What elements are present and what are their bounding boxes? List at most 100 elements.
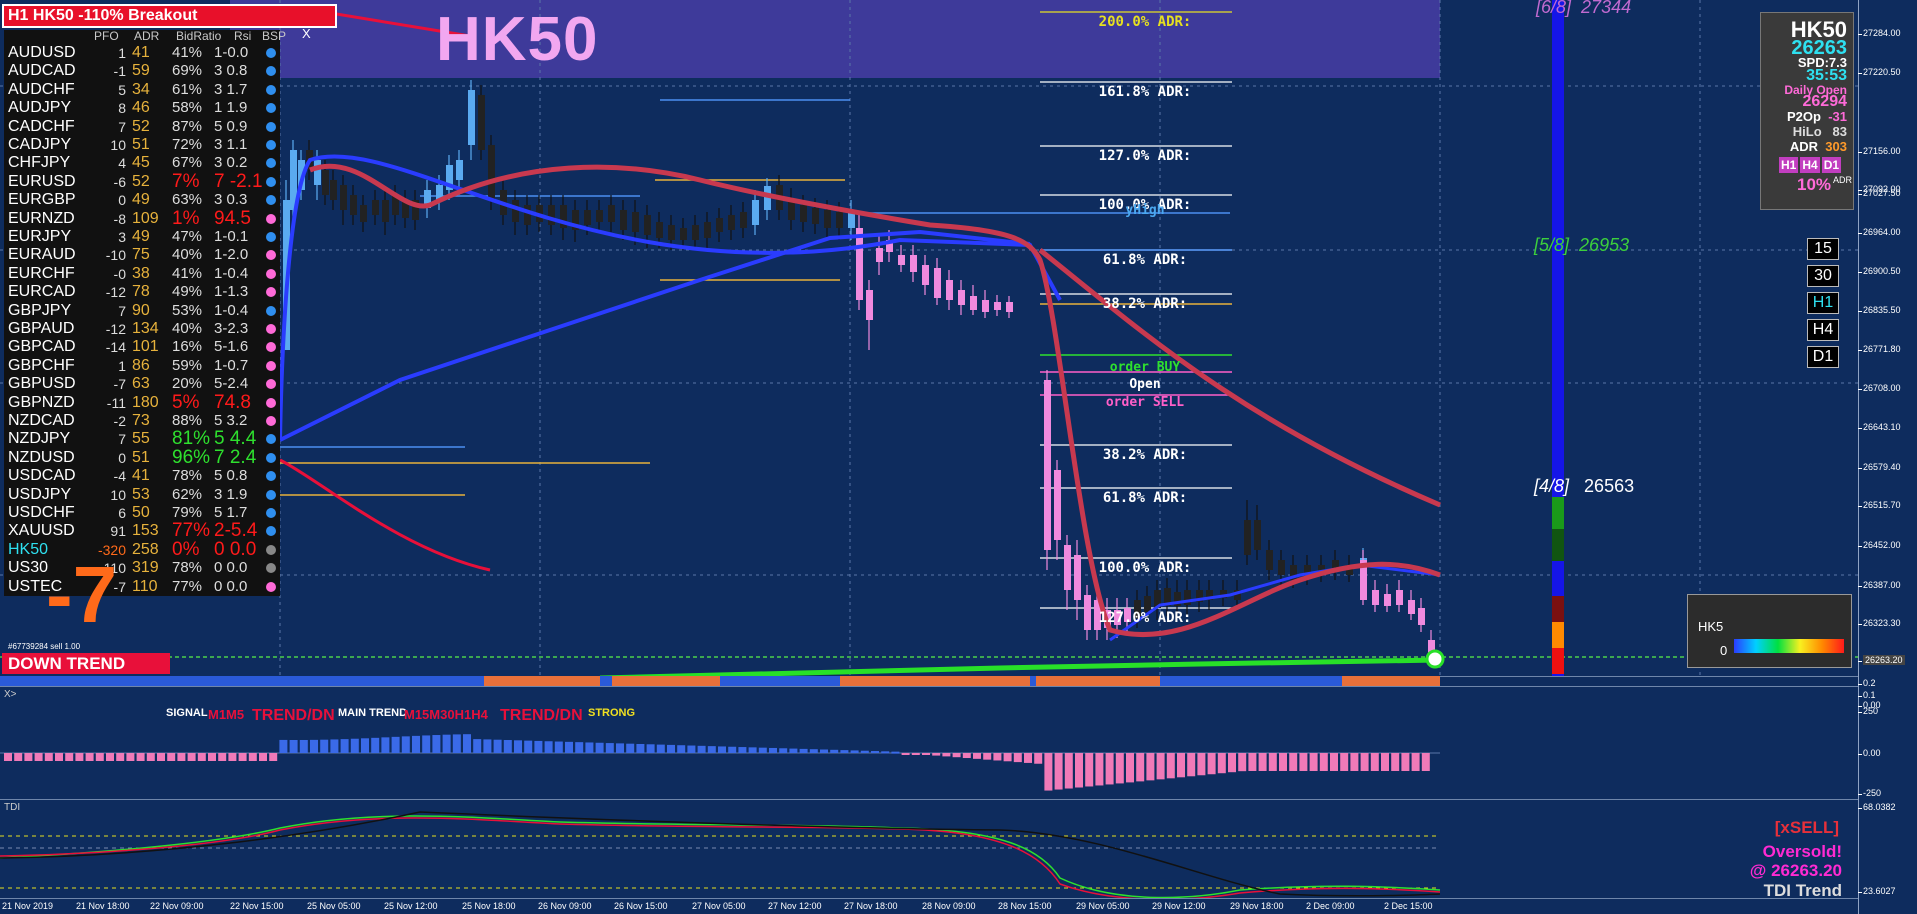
candle-body [752,200,759,225]
scanner-pct: 96% [172,446,211,468]
candle-body [608,205,615,222]
heat-box: HK5 0 [1687,594,1852,668]
scanner-row[interactable]: AUDCAD -1 59 69% 3 0.8 [4,62,280,80]
scanner-row[interactable]: USTEC -7 110 77% 0 0.0 [4,578,280,596]
scanner-row[interactable]: USDJPY 10 53 62% 3 1.9 [4,486,280,504]
candle-body [402,200,409,218]
time-tick: 29 Nov 12:00 [1152,901,1206,911]
scanner-row[interactable]: NZDCAD -2 73 88% 5 3.2 [4,412,280,430]
hist-bar [932,753,941,756]
scanner-row[interactable]: US30 110 319 78% 0 0.0 [4,559,280,577]
scanner-row[interactable]: GBPAUD -12 134 40% 3-2.3 [4,320,280,338]
scanner-row[interactable]: AUDCHF 5 34 61% 3 1.7 [4,81,280,99]
scanner-bidratio: 3 1.7 [214,80,248,98]
scanner-pfo: 10 [110,137,126,153]
scanner-symbol: GBPUSD [8,375,76,393]
scanner-row[interactable]: EURNZD -8 109 1% 94.5 [4,207,280,229]
scanner-symbol: GBPCAD [8,338,76,356]
time-tick: 21 Nov 18:00 [76,901,130,911]
info-tf-h1[interactable]: H1 [1779,157,1799,173]
hist-bar [279,739,288,753]
indicator-tick: 0.00 [1858,700,1881,710]
candle-body [824,210,831,228]
scanner-row[interactable]: EURAUD -10 75 40% 1-2.0 [4,246,280,264]
candle-body [1074,555,1081,600]
adr-level-label: 61.8% ADR: [1102,490,1188,506]
price-tick: 27284.00 [1858,28,1901,38]
adr-zone-band [230,0,1440,78]
tf-button-d1[interactable]: D1 [1807,346,1839,368]
scanner-status-dot [266,268,276,279]
scanner-row[interactable]: USDCAD -4 41 78% 5 0.8 [4,467,280,485]
scanner-close-button[interactable]: X [302,26,311,41]
price-pane[interactable]: H1 HK50 -110% Breakout HK50 PFO ADR BidR… [0,0,1858,677]
price-axis[interactable]: 27284.00 27220.50 27156.00 27092.00 27027.50… [1857,0,1917,914]
hist-bar [779,748,788,753]
scanner-pfo: -10 [105,247,126,264]
scanner-row[interactable]: GBPNZD -11 180 5% 74.8 [4,393,280,412]
scanner-pct: 1% [172,207,200,229]
scanner-row[interactable]: GBPUSD -7 63 20% 5-2.4 [4,375,280,393]
scanner-row[interactable]: NZDUSD 0 51 96% 7 2.4 [4,446,280,468]
murrey-6-8: [6/8] 27344 [1536,0,1631,18]
signal-strip [0,676,1440,686]
scanner-bidratio: 3 0.2 [214,154,248,172]
tf-button-30[interactable]: 30 [1807,265,1839,287]
candle-body [848,210,855,228]
scanner-row[interactable]: AUDUSD 1 41 41% 1-0.0 [4,44,280,62]
candle-body [886,240,893,252]
histogram-pane[interactable]: X> SIGNAL M1M5 TREND/DN MAIN TREND M15M3… [0,686,1858,800]
scanner-row[interactable]: HK50 -320 258 0% 0 0.0 [4,538,280,560]
time-axis[interactable]: 21 Nov 2019 21 Nov 18:00 22 Nov 09:00 22 No… [0,898,1858,914]
scanner-symbol: EURCHF [8,264,75,282]
candle-body [1184,590,1191,605]
scanner-status-dot [266,103,276,114]
scanner-row[interactable]: GBPCAD -14 101 16% 5-1.6 [4,338,280,356]
scanner-row[interactable]: GBPJPY 7 90 53% 1-0.4 [4,302,280,320]
scanner-row[interactable]: EURJPY 3 49 47% 1-0.1 [4,228,280,246]
hist-bar [157,753,165,761]
header-bidratio: BidRatio [176,29,222,43]
scanner-row[interactable]: USDCHF 6 50 79% 5 1.7 [4,504,280,522]
candlesticks [283,80,1435,660]
scanner-row[interactable]: CADCHF 7 52 87% 5 0.9 [4,118,280,136]
order-buy-label: order BUY [1109,360,1181,375]
indicator-tick: 0.00 [1858,748,1881,758]
scanner-row[interactable]: AUDJPY 8 46 58% 1 1.9 [4,99,280,117]
breakout-red-line [279,458,491,572]
candle-body [692,225,699,240]
info-tf-d1[interactable]: D1 [1821,157,1842,173]
ema-blue-line [278,154,1062,441]
scanner-pfo: -12 [105,321,126,337]
scanner-row[interactable]: NZDJPY 7 55 81% 5 4.4 [4,429,280,448]
header-bsp: BSP [262,29,287,43]
tf-button-15[interactable]: 15 [1807,238,1839,260]
hist-bar [1238,753,1247,772]
tf-button-h4[interactable]: H4 [1807,319,1839,341]
price-tick: 27092.00 [1858,184,1901,194]
candle-body [1144,596,1151,612]
scanner-symbol: EURUSD [8,172,76,190]
tdi-black [0,811,1441,897]
hist-bar [289,739,298,753]
hist-bar [24,753,33,761]
tf-button-h1[interactable]: H1 [1807,292,1839,314]
scanner-symbol: GBPCHF [8,356,75,374]
scanner-row[interactable]: EURCAD -12 78 49% 1-1.3 [4,283,280,301]
info-spread: SPD:7.3 [1797,55,1847,70]
murrey-red-1 [1552,596,1564,622]
candle-body [1384,594,1391,606]
scanner-row[interactable]: EURCHF -0 38 41% 1-0.4 [4,265,280,283]
scanner-row[interactable]: XAUUSD 91 153 77% 2-5.4 [4,521,280,540]
scanner-row[interactable]: EURGBP 0 49 63% 3 0.3 [4,191,280,209]
info-tf-h4[interactable]: H4 [1800,157,1820,173]
tdi-pane[interactable]: TDI [0,798,1858,899]
scanner-row[interactable]: EURUSD -6 52 7% 7 -2.1 [4,172,280,191]
scanner-row[interactable]: CADJPY 10 51 72% 3 1.1 [4,136,280,154]
scanner-row[interactable]: GBPCHF 1 86 59% 1-0.7 [4,357,280,375]
scanner-symbol: US30 [8,559,49,577]
scanner-bidratio: 0 0.0 [214,538,257,560]
scanner-row[interactable]: CHFJPY 4 45 67% 3 0.2 [4,154,280,172]
scanner-symbol: CADJPY [8,136,72,153]
info-panel: HK50 26263 SPD:7.3 35:53 Daily Open 2629… [1760,12,1854,210]
